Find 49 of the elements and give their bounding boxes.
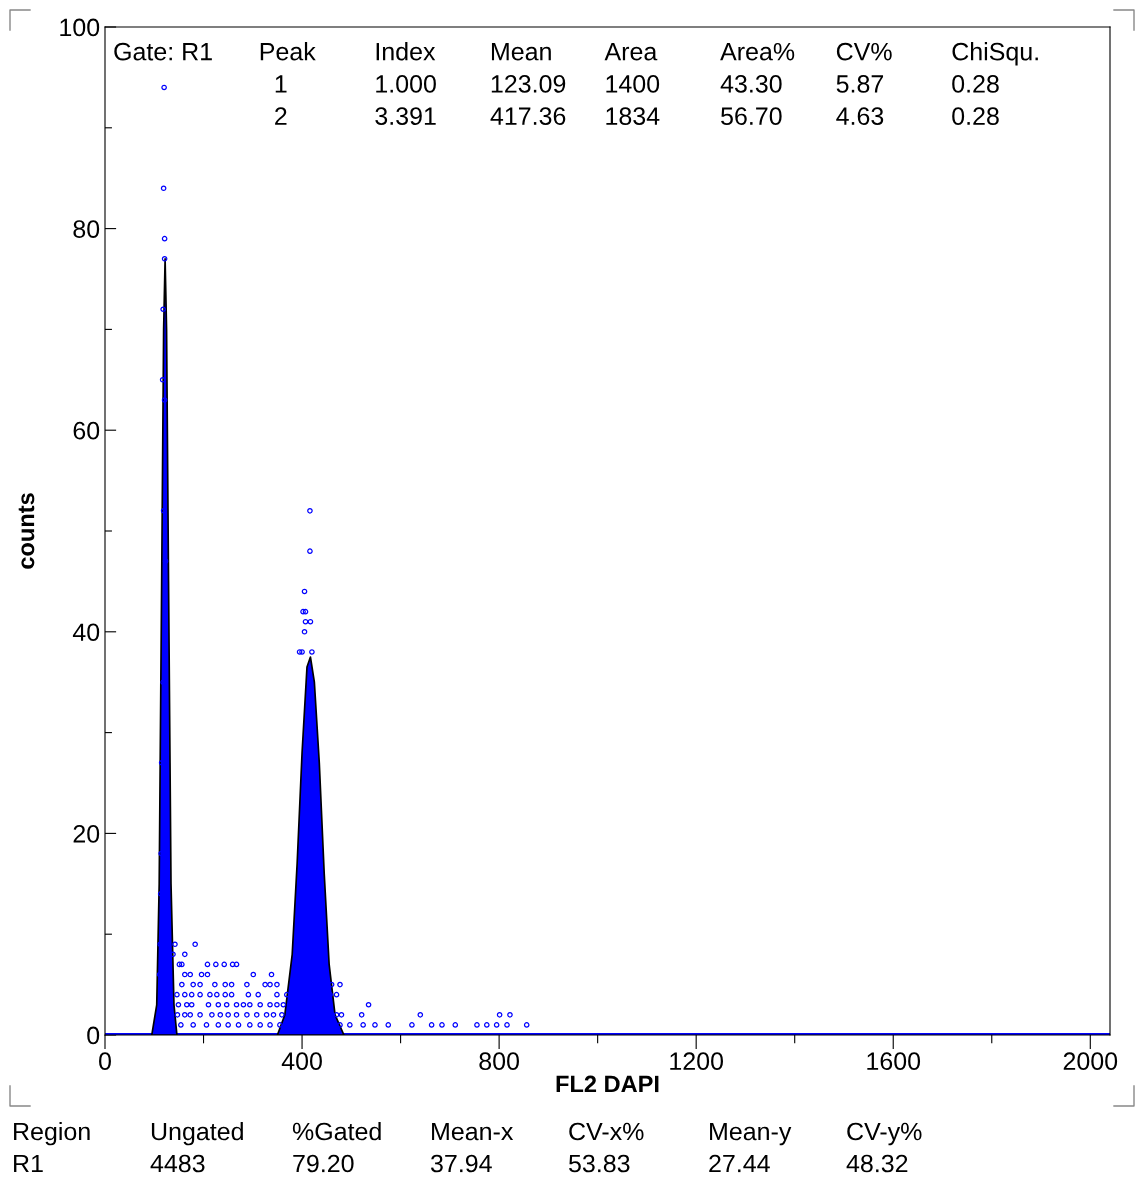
x-tick-label: 1200: [670, 1052, 724, 1071]
annotation: Index: [376, 42, 436, 61]
text: CV-y%: [847, 1122, 922, 1146]
annotation: 0.28: [952, 75, 999, 93]
x-axis-title: FL2 DAPI: [556, 1075, 659, 1093]
annotation: Gate: R1: [114, 42, 212, 61]
annotation: 3.391: [375, 107, 436, 125]
annotation: Peak: [260, 42, 316, 61]
annotation: 56.70: [721, 107, 782, 125]
text: CV-x%: [569, 1122, 644, 1141]
text: Mean-x: [432, 1122, 514, 1141]
y-tick-label: 60: [73, 421, 100, 440]
x-tick-label: 2000: [1063, 1052, 1118, 1071]
y-tick-label: 40: [72, 623, 100, 642]
text: %Gated: [292, 1122, 381, 1141]
annotation: 417.36: [490, 107, 566, 125]
annotation: 1834: [606, 107, 660, 125]
annotation: 5.87: [836, 75, 884, 93]
annotation: 4.63: [836, 107, 884, 125]
text: Ungated: [151, 1122, 243, 1146]
text: Region: [14, 1122, 90, 1146]
annotation: 1.000: [376, 75, 436, 93]
x-tick-label: 1600: [867, 1052, 921, 1071]
text: 37.94: [430, 1154, 492, 1173]
y-tick-label: 80: [73, 220, 100, 238]
text: Mean-y: [710, 1122, 792, 1146]
y-tick-label: 20: [73, 825, 100, 843]
x-tick-label: 400: [281, 1052, 322, 1071]
y-tick-label: 100: [60, 18, 100, 37]
annotation: Mean: [491, 43, 551, 61]
annotation: 0.28: [952, 107, 999, 125]
annotation: Area: [604, 43, 658, 61]
annotation: 43.30: [720, 75, 782, 93]
y-tick-label: 0: [87, 1026, 100, 1045]
text: 48.32: [846, 1154, 908, 1173]
text: 53.83: [569, 1154, 630, 1173]
x-tick-label: 800: [479, 1052, 519, 1071]
text: 4483: [150, 1154, 205, 1173]
text: 27.44: [709, 1154, 770, 1173]
y-axis-title: counts: [18, 493, 35, 569]
annotation: Area%: [720, 42, 795, 61]
annotation: ChiSqu.: [952, 42, 1038, 66]
annotation: CV%: [836, 42, 892, 61]
annotation: 1: [275, 75, 287, 93]
annotation: 1400: [606, 75, 660, 93]
annotation: 2: [275, 107, 287, 125]
text: 79.20: [293, 1154, 354, 1173]
annotation: 123.09: [491, 75, 566, 93]
text: R1: [14, 1154, 43, 1173]
